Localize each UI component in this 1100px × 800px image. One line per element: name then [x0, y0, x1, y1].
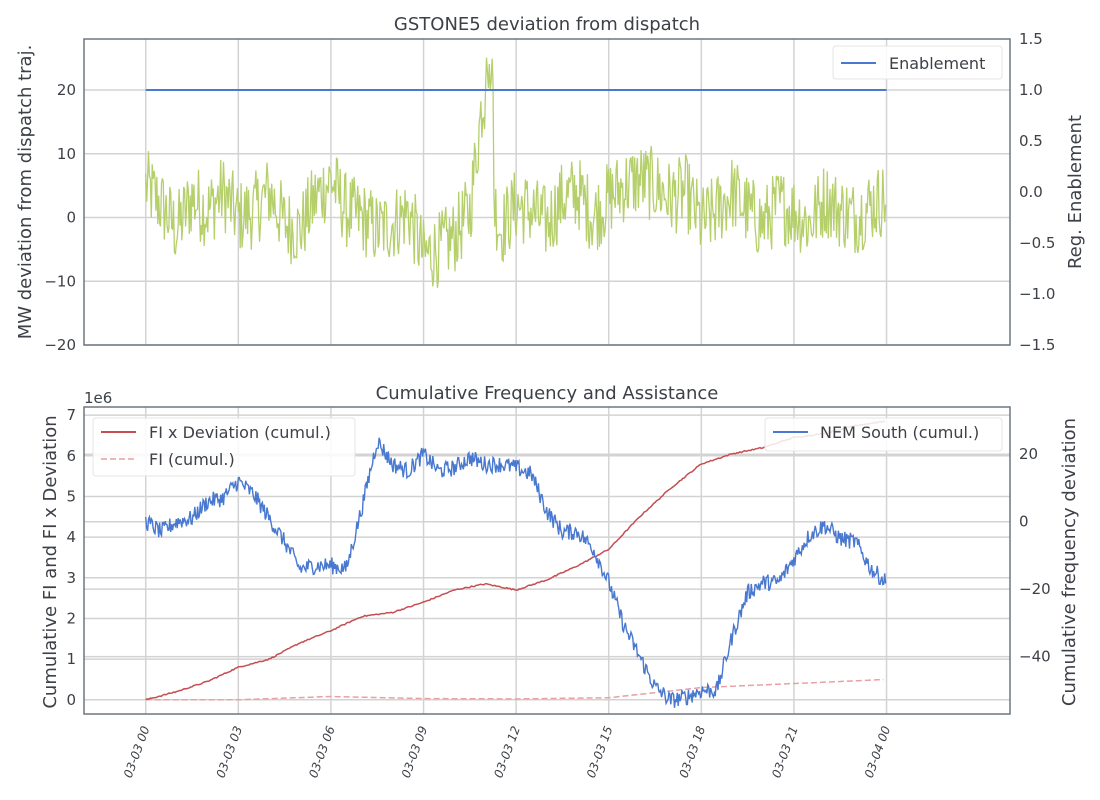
top-series [145, 57, 887, 288]
top-legend-box [832, 45, 1003, 80]
bottom-y2-ticks: −40 −20 0 20 [1019, 445, 1051, 665]
top-y2-tick-label: 0.0 [1019, 183, 1043, 201]
legend-label-enablement: Enablement [889, 54, 985, 73]
legend-label-nem-south: NEM South (cumul.) [820, 423, 979, 442]
bottom-y-tick-label: 0 [66, 691, 76, 709]
fi-cumul-series-line [145, 678, 884, 701]
top-y-tick-label: −20 [44, 336, 76, 354]
top-y-tick-label: −10 [44, 272, 76, 290]
bottom-plot-frame [83, 406, 1011, 715]
bottom-y-tick-label: 2 [66, 609, 76, 627]
top-y2-ticks: −1.5 −1.0 −0.5 0.0 0.5 1.0 1.5 [1019, 30, 1055, 354]
top-chart-title: GSTONE5 deviation from dispatch [394, 14, 700, 35]
bottom-left-legend-box [92, 417, 356, 477]
bottom-y-scale-label: 1e6 [84, 389, 112, 407]
bottom-y-axis-label: Cumulative FI and FI x Deviation [40, 415, 61, 708]
bottom-y2-tick-label: 0 [1019, 513, 1029, 531]
bottom-y-tick-label: 7 [66, 406, 76, 424]
bottom-y2-tick-label: −20 [1019, 580, 1051, 598]
top-y-axis-label: MW deviation from dispatch traj. [15, 45, 36, 340]
bottom-chart-title: Cumulative Frequency and Assistance [376, 383, 719, 404]
bottom-right-legend-box [764, 417, 1003, 452]
top-y2-tick-label: −1.5 [1019, 336, 1055, 354]
bottom-y2-tick-label: −40 [1019, 648, 1051, 666]
top-y-ticks: −20 −10 0 10 20 [44, 81, 76, 354]
bottom-x-tick-label: 03-03 21 [769, 724, 801, 779]
fi-x-deviation-series-line [145, 420, 886, 701]
top-y-tick-label: 10 [57, 145, 76, 163]
bottom-y-tick-label: 1 [66, 650, 76, 668]
top-y2-tick-label: 1.5 [1019, 30, 1043, 48]
top-y-tick-label: 20 [57, 81, 76, 99]
top-y2-tick-label: 1.0 [1019, 81, 1043, 99]
bottom-y-tick-label: 6 [66, 447, 76, 465]
top-y2-tick-label: −1.0 [1019, 285, 1055, 303]
bottom-x-tick-label: 03-03 18 [677, 724, 709, 780]
bottom-x-tick-label: 03-03 00 [121, 724, 153, 780]
bottom-series [145, 420, 887, 708]
bottom-y-tick-label: 5 [66, 487, 76, 505]
top-legend: Enablement [832, 45, 1003, 80]
top-panel: −20 −10 0 10 20 −1.5 −1.0 −0.5 0.0 0.5 1.0 1.5 GST… [15, 14, 1086, 354]
bottom-x-ticks: 03-03 00 03-03 03 03-03 06 03-03 09 03-03 12… [121, 724, 894, 780]
top-y2-tick-label: −0.5 [1019, 234, 1055, 252]
top-y2-tick-label: 0.5 [1019, 132, 1043, 150]
bottom-y2-axis-label: Cumulative frequency deviation [1059, 418, 1080, 706]
bottom-right-legend: NEM South (cumul.) [764, 417, 1003, 452]
bottom-left-legend: FI x Deviation (cumul.) FI (cumul.) [92, 417, 356, 477]
bottom-x-tick-label: 03-03 12 [491, 724, 523, 779]
bottom-x-tick-label: 03-03 09 [399, 724, 431, 779]
bottom-y-tick-label: 3 [66, 569, 76, 587]
bottom-y2-tick-label: 20 [1019, 445, 1038, 463]
top-plot-frame [83, 38, 1011, 346]
bottom-x-tick-label: 03-04 00 [862, 724, 894, 780]
bottom-y-ticks: 0 1 2 3 4 5 6 7 [66, 406, 76, 709]
nem-south-series-line [145, 437, 887, 708]
bottom-x-tick-label: 03-03 15 [584, 724, 616, 779]
legend-label-fi-x-deviation: FI x Deviation (cumul.) [149, 423, 331, 442]
bottom-x-tick-label: 03-03 06 [306, 724, 338, 780]
top-y2-axis-label: Reg. Enablement [1065, 115, 1086, 269]
legend-label-fi: FI (cumul.) [149, 450, 235, 469]
top-y-tick-label: 0 [66, 209, 76, 227]
bottom-x-tick-label: 03-03 03 [214, 724, 246, 779]
deviation-series-line [145, 57, 887, 288]
bottom-y-tick-label: 4 [66, 528, 76, 546]
